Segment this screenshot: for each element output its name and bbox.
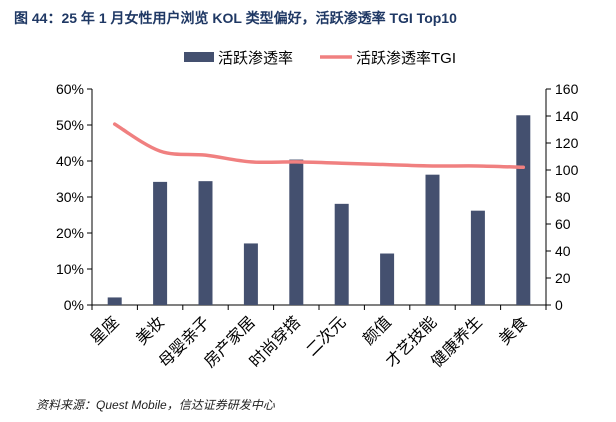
y-right-tick-label: 120	[555, 135, 579, 151]
y-right-tick-label: 100	[555, 162, 579, 178]
x-category-label: 二次元	[303, 313, 350, 360]
y-right-tick-label: 20	[555, 270, 571, 286]
x-category-label: 美食	[496, 313, 531, 348]
y-left-tick-label: 10%	[56, 261, 84, 277]
bar	[107, 297, 122, 305]
x-category-label: 星座	[87, 313, 122, 348]
bar	[243, 243, 258, 305]
figure-title: 图 44：25 年 1 月女性用户浏览 KOL 类型偏好，活跃渗透率 TGI T…	[14, 10, 457, 26]
bar	[289, 159, 304, 305]
y-left-tick-label: 30%	[56, 189, 84, 205]
y-left-tick-label: 50%	[56, 117, 84, 133]
y-left-tick-label: 0%	[64, 297, 84, 313]
legend-line-label: 活跃渗透率TGI	[356, 50, 456, 67]
y-left-tick-label: 20%	[56, 225, 84, 241]
source-note: 资料来源：Quest Mobile，信达证券研发中心	[36, 398, 275, 412]
y-left-tick-label: 40%	[56, 153, 84, 169]
y-right-tick-label: 40	[555, 243, 571, 259]
x-category-label: 美妆	[133, 313, 168, 348]
legend: 活跃渗透率 活跃渗透率TGI	[184, 50, 456, 67]
x-category-label: 时尚穿搭	[246, 313, 304, 371]
y-right-tick-label: 60	[555, 216, 571, 232]
bar	[380, 253, 395, 305]
bar	[470, 210, 485, 305]
bar	[153, 181, 168, 305]
bar	[198, 181, 213, 305]
y-right-tick-label: 160	[555, 81, 579, 97]
line-series	[112, 122, 526, 170]
legend-bar-swatch	[184, 52, 214, 62]
axes: 0% 10% 20% 30% 40% 50% 60% 0 20 40 60 80 100 120 140 16…	[56, 81, 579, 313]
y-right-tick-label: 0	[555, 297, 563, 313]
y-right-tick-label: 80	[555, 189, 571, 205]
x-category-label: 健康养生	[428, 313, 486, 371]
bar	[334, 203, 349, 305]
tgi-line	[112, 122, 526, 170]
legend-bar-label: 活跃渗透率	[218, 50, 293, 67]
bar-series	[107, 115, 531, 305]
bar	[516, 115, 531, 305]
y-left-tick-label: 60%	[56, 81, 84, 97]
x-category-label: 颜值	[360, 313, 395, 348]
bar	[425, 174, 440, 305]
y-right-tick-label: 140	[555, 108, 579, 124]
